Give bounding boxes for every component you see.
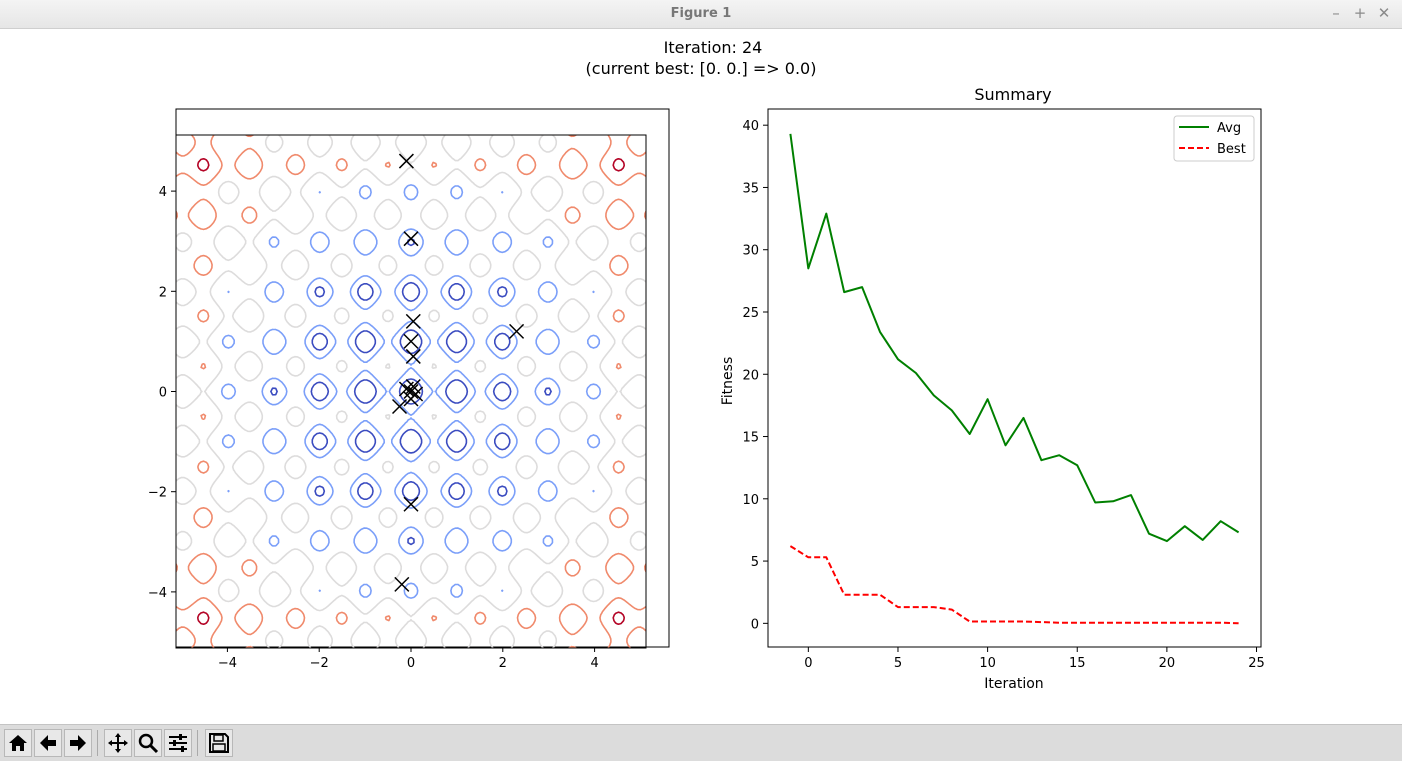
- summary-x-ticks: 0 5 10 15 20 25: [804, 647, 1265, 671]
- window-title: Figure 1: [670, 6, 732, 21]
- summary-y-tick-label: 5: [751, 555, 759, 570]
- summary-title: Summary: [974, 85, 1051, 104]
- home-icon: [7, 732, 29, 754]
- close-button[interactable]: ✕: [1377, 4, 1391, 22]
- summary-x-tick-label: 20: [1159, 656, 1176, 671]
- contour-level-line: [270, 237, 552, 546]
- figure-svg: Iteration: 24 (current best: [0. 0.] => …: [148, 38, 1265, 692]
- population-marker: [403, 333, 419, 349]
- summary-y-tick-label: 0: [751, 617, 759, 632]
- summary-series: [789, 133, 1240, 625]
- summary-x-tick-label: 25: [1248, 656, 1265, 671]
- legend-avg-label: Avg: [1217, 121, 1241, 136]
- contour-x-tick-label: −2: [310, 656, 329, 671]
- forward-arrow-icon: [67, 732, 89, 754]
- pan-button[interactable]: [104, 729, 132, 757]
- pan-icon: [107, 732, 129, 754]
- summary-y-tick-label: 20: [742, 368, 759, 383]
- population-marker: [405, 313, 421, 329]
- summary-y-tick-label: 15: [742, 431, 759, 446]
- summary-y-tick-label: 40: [742, 119, 759, 134]
- contour-y-tick-label: −2: [148, 486, 167, 501]
- save-button[interactable]: [205, 729, 233, 757]
- summary-y-label: Fitness: [720, 357, 736, 406]
- population-marker: [394, 576, 410, 592]
- contour-x-tick-label: 4: [590, 656, 598, 671]
- contour-axes[interactable]: −4 −2 0 2 4 −4 −2 0 2 4: [148, 108, 670, 671]
- contour-y-tick-label: 2: [159, 285, 167, 300]
- contour-level-line: [176, 135, 646, 648]
- series-line-best: [789, 545, 1239, 625]
- zoom-button[interactable]: [134, 729, 162, 757]
- minimize-button[interactable]: –: [1332, 4, 1340, 22]
- contour-x-tick-label: −4: [218, 656, 237, 671]
- configure-subplots-button[interactable]: [164, 729, 192, 757]
- summary-x-tick-label: 15: [1069, 656, 1086, 671]
- contour-x-tick-label: 0: [407, 656, 415, 671]
- back-arrow-icon: [37, 732, 59, 754]
- summary-legend: Avg Best: [1173, 115, 1255, 162]
- summary-y-ticks: 0 5 10 15 20 25 30 35 40: [742, 119, 768, 632]
- contour-y-tick-label: 0: [159, 386, 167, 401]
- zoom-icon: [137, 732, 159, 754]
- contour-y-tick-label: −4: [148, 586, 167, 601]
- series-line-avg: [789, 133, 1240, 543]
- toolbar-separator: [97, 730, 98, 756]
- toolbar-separator: [197, 730, 198, 756]
- contour-y-tick-label: 4: [159, 185, 167, 200]
- population-marker: [403, 231, 419, 247]
- contour-x-tick-label: 2: [499, 656, 507, 671]
- population-marker: [405, 348, 421, 364]
- summary-axes[interactable]: Summary 0 5 10 15 20 25 0 5 10 15 20 25 30 35 40 Iter…: [720, 85, 1265, 692]
- population-marker: [398, 381, 414, 397]
- figure-suptitle-line1: Iteration: 24: [664, 38, 763, 57]
- population-markers: [391, 153, 525, 592]
- summary-y-tick-label: 35: [742, 181, 759, 196]
- contour-level-line: [176, 135, 646, 648]
- population-marker: [391, 398, 408, 415]
- population-marker: [509, 323, 525, 339]
- figure-canvas[interactable]: Iteration: 24 (current best: [0. 0.] => …: [1, 29, 1401, 724]
- back-button[interactable]: [34, 729, 62, 757]
- legend-best-label: Best: [1217, 142, 1246, 157]
- summary-x-tick-label: 0: [804, 656, 812, 671]
- summary-y-tick-label: 10: [742, 493, 759, 508]
- summary-x-label: Iteration: [984, 676, 1043, 692]
- population-marker: [403, 383, 419, 400]
- summary-y-tick-label: 25: [742, 306, 759, 321]
- population-marker: [403, 391, 419, 407]
- contour-x-ticks: −4 −2 0 2 4: [218, 647, 599, 671]
- forward-button[interactable]: [64, 729, 92, 757]
- contour-level-line: [220, 184, 602, 599]
- window-titlebar: Figure 1 – + ✕: [0, 0, 1402, 29]
- population-marker: [403, 496, 419, 512]
- home-button[interactable]: [4, 729, 32, 757]
- contour-lines: [176, 135, 646, 648]
- population-marker: [398, 153, 414, 169]
- summary-y-tick-label: 30: [742, 244, 759, 259]
- summary-x-tick-label: 10: [979, 656, 996, 671]
- maximize-button[interactable]: +: [1353, 4, 1367, 22]
- contour-level-line: [197, 158, 625, 625]
- contour-y-ticks: −4 −2 0 2 4: [148, 185, 176, 601]
- summary-x-tick-label: 5: [894, 656, 902, 671]
- summary-axes-frame: [767, 108, 1262, 648]
- navigation-toolbar: [0, 724, 1402, 761]
- save-icon: [208, 732, 230, 754]
- figure-suptitle-line2: (current best: [0. 0.] => 0.0): [586, 59, 817, 78]
- configure-subplots-icon: [167, 732, 189, 754]
